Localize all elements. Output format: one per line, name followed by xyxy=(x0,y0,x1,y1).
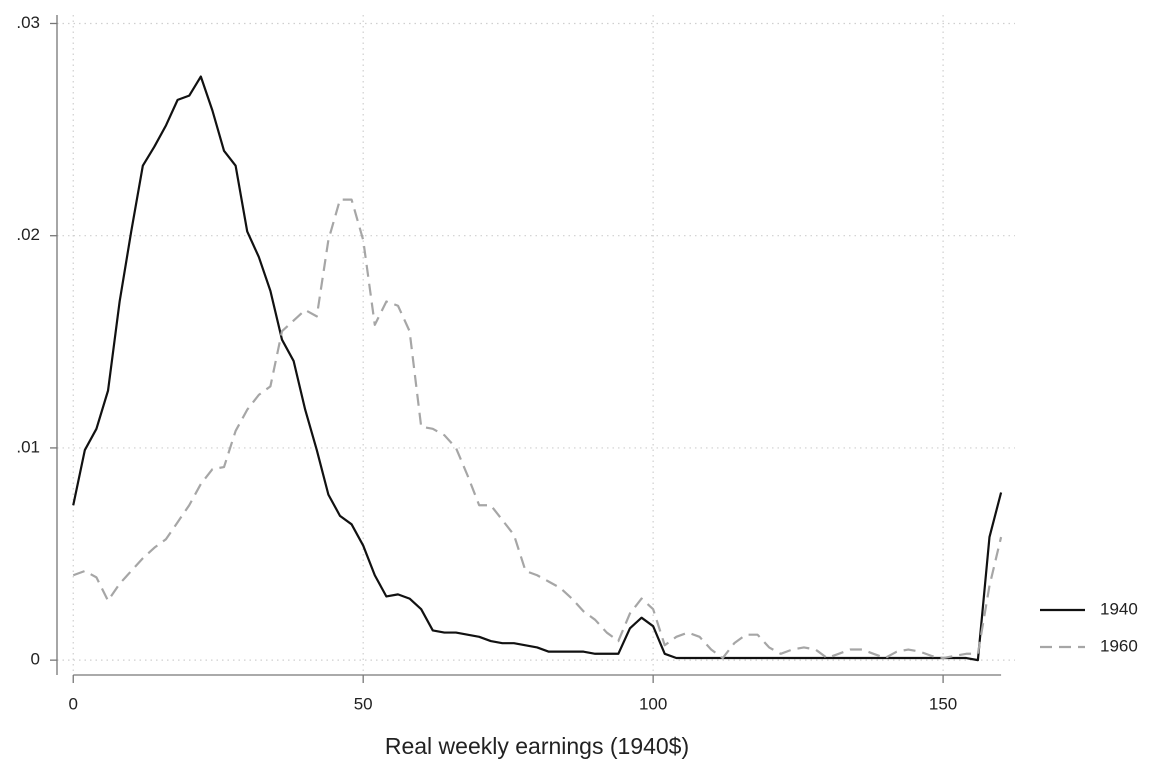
line-1 xyxy=(72,198,1003,660)
x-tick-label: 0 xyxy=(69,694,78,713)
y-tick-label: .03 xyxy=(16,13,40,32)
x-tick-label: 150 xyxy=(929,694,957,713)
y-tick-label: 0 xyxy=(31,650,40,669)
y-tick-label: .01 xyxy=(16,437,40,456)
x-tick-label: 100 xyxy=(639,694,667,713)
line-0 xyxy=(72,75,1003,662)
x-tick-label: 50 xyxy=(354,694,373,713)
y-tick-label: .02 xyxy=(16,225,40,244)
legend-label: 1960 xyxy=(1100,636,1138,655)
legend-label: 1940 xyxy=(1100,599,1138,618)
x-axis-title: Real weekly earnings (1940$) xyxy=(385,733,689,759)
